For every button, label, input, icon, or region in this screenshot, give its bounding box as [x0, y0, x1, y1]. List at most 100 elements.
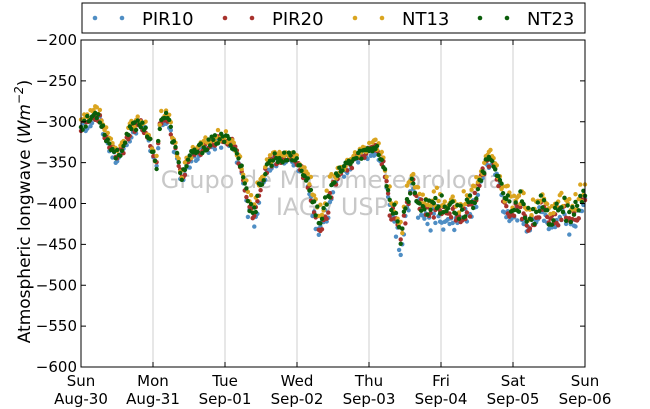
point-PIR20-270: [504, 204, 509, 209]
legend: PIR10 PIR20 NT13 NT23: [81, 2, 586, 34]
point-NT23-164: [337, 165, 342, 170]
point-NT13-36: [135, 114, 140, 119]
point-NT13-300: [551, 210, 556, 216]
point-NT13-20: [110, 141, 115, 146]
point-NT13-271: [505, 183, 510, 188]
point-PIR20-172: [349, 165, 355, 171]
point-NT23-26: [119, 148, 125, 153]
legend-box: [81, 2, 586, 34]
point-NT13-211: [411, 171, 416, 177]
point-NT23-194: [384, 184, 389, 189]
grid-lines: [152, 40, 514, 367]
point-NT23-14: [100, 123, 106, 128]
point-NT23-300: [551, 218, 556, 223]
point-NT23-308: [563, 218, 569, 223]
point-NT23-135: [291, 150, 296, 155]
point-PIR20-157: [326, 210, 331, 215]
y-tick-label-1: −250: [36, 72, 77, 90]
point-NT13-10: [94, 105, 100, 110]
point-NT23-275: [511, 207, 517, 213]
point-NT23-266: [497, 177, 503, 183]
point-PIR20-196: [387, 213, 392, 218]
point-NT13-66: [182, 160, 188, 165]
point-NT23-134: [289, 158, 295, 163]
point-NT23-35: [133, 127, 139, 133]
y-tick-label-6: −500: [36, 276, 77, 294]
point-NT23-250: [472, 200, 477, 206]
point-NT23-67: [184, 164, 189, 169]
point-PIR10-314: [573, 224, 578, 229]
point-NT23-199: [392, 202, 397, 207]
point-NT13-51: [159, 108, 164, 114]
point-NT23-22: [113, 156, 118, 161]
point-NT23-68: [185, 157, 191, 162]
point-NT23-233: [445, 206, 451, 211]
point-NT23-197: [389, 207, 394, 213]
point-NT13-62: [176, 156, 181, 161]
point-NT23-302: [554, 201, 559, 206]
axis-ticks: −200−250−300−350−400−450−500−550−600SunA…: [36, 31, 612, 408]
point-PIR20-250: [472, 190, 477, 196]
point-NT23-60: [173, 144, 178, 150]
point-NT23-44: [148, 136, 153, 142]
x-tick-day-5: Fri: [432, 372, 450, 390]
point-NT23-107: [247, 208, 252, 214]
point-NT23-315: [574, 203, 580, 208]
point-NT23-220: [425, 212, 430, 217]
point-PIR10-49: [156, 146, 161, 151]
point-NT23-161: [332, 180, 337, 185]
point-NT23-267: [499, 181, 504, 186]
point-NT23-185: [370, 149, 375, 154]
point-NT23-309: [565, 203, 570, 208]
point-NT23-154: [321, 205, 326, 211]
point-NT23-11: [96, 112, 101, 117]
x-tick-date-5: Sep-04: [415, 390, 468, 408]
point-NT13-142: [302, 165, 307, 170]
point-NT13-278: [516, 193, 522, 198]
point-NT23-256: [482, 170, 487, 176]
point-NT23-18: [107, 141, 112, 146]
point-NT23-287: [530, 206, 536, 212]
point-PIR10-218: [422, 216, 427, 221]
point-NT23-240: [456, 216, 462, 221]
point-NT23-203: [398, 241, 403, 246]
x-tick-date-3: Sep-02: [271, 390, 324, 408]
point-NT23-74: [195, 149, 200, 154]
point-NT23-46: [151, 149, 156, 154]
point-PIR20-112: [255, 199, 260, 204]
point-NT23-137: [294, 156, 299, 161]
y-tick-label-5: −450: [36, 235, 77, 253]
point-NT23-286: [529, 217, 534, 222]
point-NT23-204: [400, 226, 405, 231]
point-NT23-307: [562, 195, 567, 200]
point-NT13-92: [223, 129, 229, 134]
point-NT13-16: [104, 125, 109, 130]
point-PIR10-208: [406, 208, 411, 213]
point-NT23-299: [549, 222, 555, 227]
point-NT13-248: [469, 187, 474, 192]
point-NT23-4: [85, 113, 90, 119]
point-PIR20-57: [168, 132, 173, 137]
point-NT23-82: [207, 143, 213, 148]
point-NT23-111: [253, 209, 258, 215]
point-PIR20-316: [576, 216, 581, 221]
point-NT23-310: [567, 209, 572, 215]
point-NT23-110: [252, 205, 257, 210]
point-NT23-103: [241, 175, 246, 180]
point-PIR10-48: [154, 163, 159, 169]
point-NT23-292: [538, 193, 544, 198]
point-PIR20-285: [527, 226, 533, 231]
point-PIR20-114: [258, 188, 263, 193]
point-NT23-301: [552, 205, 558, 210]
point-NT23-66: [182, 167, 188, 173]
point-NT13-187: [373, 137, 378, 142]
point-NT23-282: [522, 215, 528, 220]
point-NT23-133: [288, 153, 293, 158]
point-NT23-39: [140, 120, 145, 125]
point-NT13-145: [307, 182, 312, 187]
point-NT23-229: [439, 193, 444, 198]
point-PIR20-46: [151, 153, 156, 159]
point-NT23-236: [450, 199, 455, 204]
point-PIR20-259: [486, 164, 492, 169]
